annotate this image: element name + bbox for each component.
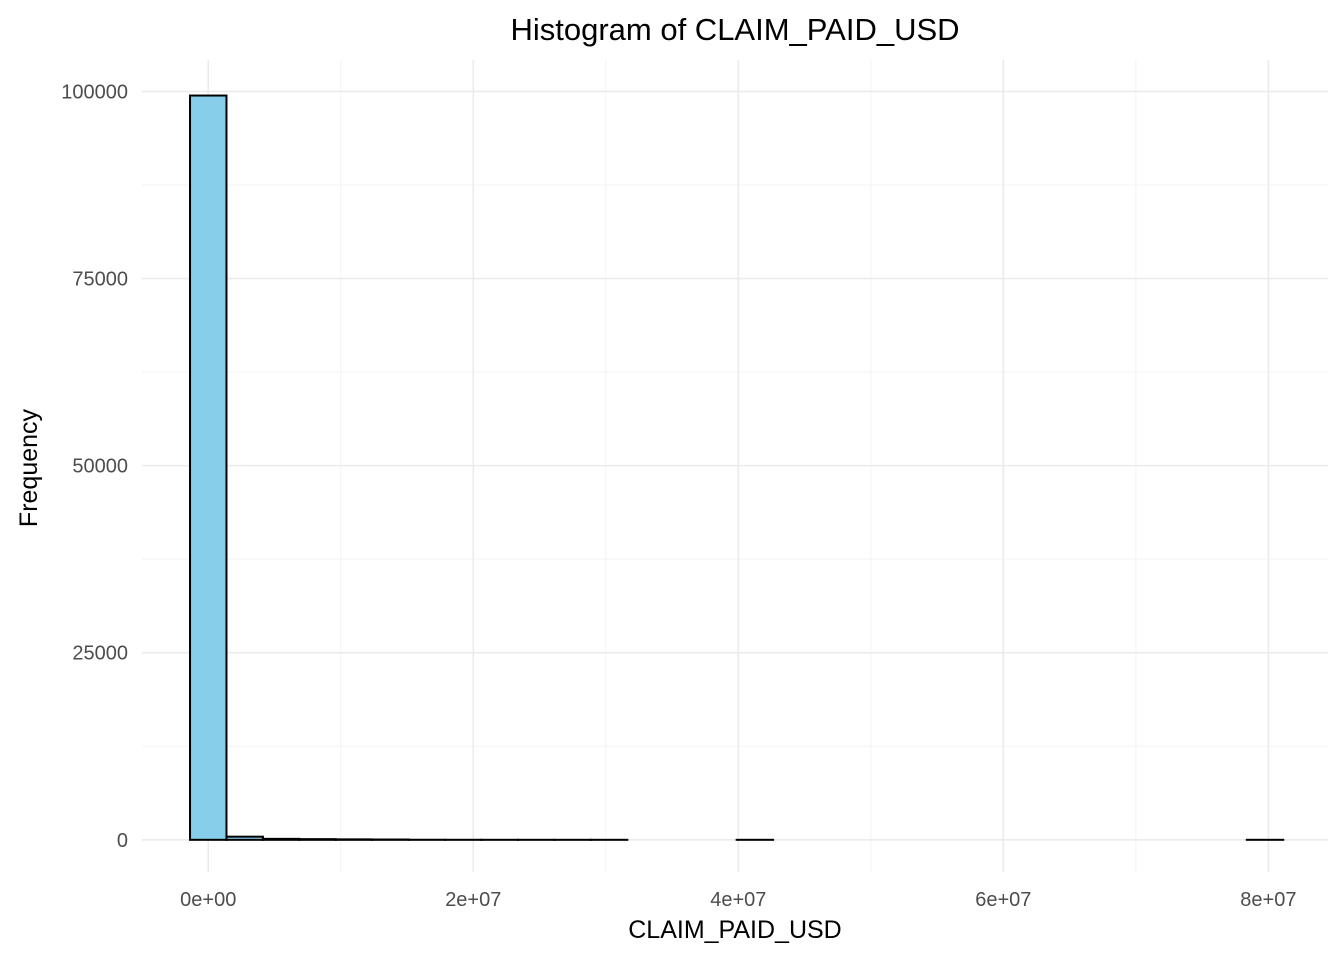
x-tick-label-4: 8e+07 bbox=[1240, 889, 1296, 911]
x-tick-label-1: 2e+07 bbox=[445, 889, 501, 911]
y-tick-label-1: 25000 bbox=[72, 643, 128, 665]
grid-lines bbox=[142, 60, 1328, 872]
chart-title: Histogram of CLAIM_PAID_USD bbox=[510, 12, 959, 47]
y-tick-label-4: 100000 bbox=[61, 81, 128, 103]
x-axis-ticks: 0e+00 2e+07 4e+07 6e+07 8e+07 bbox=[180, 889, 1296, 911]
x-tick-label-3: 6e+07 bbox=[975, 889, 1031, 911]
histogram-bar-0 bbox=[189, 94, 228, 841]
x-tick-label-0: 0e+00 bbox=[180, 889, 236, 911]
y-tick-label-2: 50000 bbox=[72, 456, 128, 478]
histogram-bar-2 bbox=[261, 837, 301, 841]
y-axis-ticks: 0 25000 50000 75000 100000 bbox=[61, 81, 128, 851]
y-axis-title: Frequency bbox=[15, 408, 43, 527]
histogram-bar-1 bbox=[225, 835, 264, 841]
histogram-bar-3 bbox=[298, 838, 337, 841]
histogram-bars bbox=[189, 94, 1285, 841]
y-tick-label-3: 75000 bbox=[72, 269, 128, 291]
x-axis-title: CLAIM_PAID_USD bbox=[628, 916, 842, 944]
x-tick-label-2: 4e+07 bbox=[710, 889, 766, 911]
y-tick-label-0: 0 bbox=[117, 830, 128, 852]
